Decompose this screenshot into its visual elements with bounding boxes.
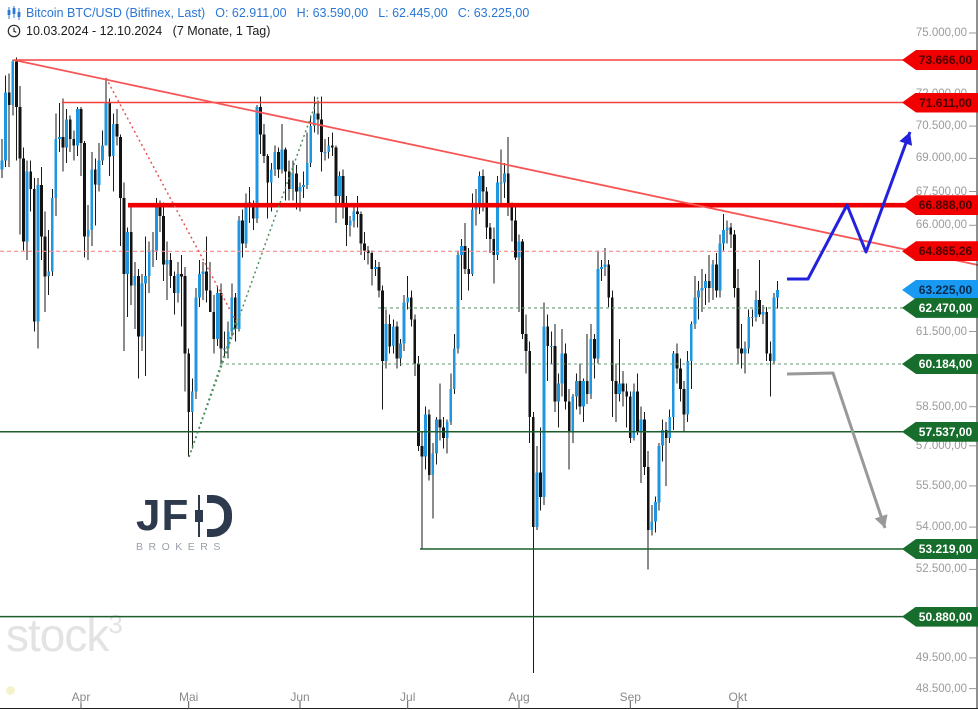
y-axis-tick: 55.500,00: [915, 479, 967, 492]
y-axis-tick: 57.000,00: [915, 439, 967, 452]
chart-header: Bitcoin BTC/USD (Bitfinex, Last) O: 62.91…: [6, 4, 529, 40]
y-axis-tick: 58.500,00: [915, 400, 967, 413]
symbol-title: Bitcoin BTC/USD (Bitfinex, Last): [26, 6, 206, 20]
y-axis-tick: 52.500,00: [915, 563, 967, 576]
close-label: C:: [457, 6, 471, 20]
x-axis-month-label: Okt: [728, 690, 748, 704]
duration: (7 Monate, 1 Tag): [172, 24, 271, 38]
x-axis-month-label: Sep: [619, 690, 641, 704]
level-lines[interactable]: [0, 59, 906, 618]
y-axis-tick: 66.000,00: [915, 219, 967, 232]
y-axis-tick: 49.500,00: [915, 651, 967, 664]
close-value: 63.225,00: [473, 6, 530, 20]
symbol-line: Bitcoin BTC/USD (Bitfinex, Last) O: 62.91…: [6, 4, 529, 22]
candles-layer[interactable]: [0, 57, 779, 674]
date-range: 10.03.2024 - 12.10.2024: [26, 24, 163, 38]
jfd-logo-d: [207, 495, 233, 537]
price-tag-6018400[interactable]: 60.184,00: [902, 354, 978, 374]
open-value: 62.911,00: [231, 6, 287, 20]
x-axis-month-label: Jun: [290, 690, 310, 704]
x-axis-month-label: Mai: [179, 690, 199, 704]
high-value: 63.590,00: [312, 6, 369, 20]
high-label: H:: [296, 6, 310, 20]
decoration-dot: [6, 686, 15, 695]
price-tag-5088000[interactable]: 50.880,00: [902, 606, 978, 627]
jfd-brokers-label: BROKERS: [136, 541, 226, 553]
jfd-candle-icon: [193, 495, 205, 537]
y-axis-tick: 67.500,00: [915, 185, 967, 198]
date-range-line: 10.03.2024 - 12.10.2024 (7 Monate, 1 Tag…: [6, 22, 529, 40]
x-axis-month-label: Aug: [508, 690, 530, 704]
y-axis-tick: 70.500,00: [915, 120, 967, 133]
y-axis-tick: 61.500,00: [915, 325, 967, 338]
y-axis-tick: 54.000,00: [915, 521, 967, 534]
price-tag-6688800[interactable]: 66.888,00: [902, 195, 978, 216]
projection-arrows[interactable]: [786, 131, 913, 529]
price-tag-6486526[interactable]: 64.865,26: [902, 241, 978, 262]
open-label: O:: [215, 6, 229, 20]
low-value: 62.445,00: [392, 6, 448, 20]
jfd-logo-text: JF: [136, 491, 190, 540]
price-tag-7161100[interactable]: 71.611,00: [902, 92, 978, 113]
y-axis-tick: 75.000,00: [915, 27, 967, 39]
price-tag-6247000[interactable]: 62.470,00: [902, 297, 978, 318]
price-tag-5753700[interactable]: 57.537,00: [902, 421, 978, 442]
jfd-brokers-watermark: JF BROKERS: [136, 491, 233, 553]
x-axis-month-label: Apr: [71, 690, 91, 704]
x-axis-month-label: Jul: [400, 690, 416, 704]
y-axis-tick: 69.000,00: [915, 152, 967, 165]
trendlines[interactable]: [13, 59, 978, 458]
y-axis-tick: 48.500,00: [915, 682, 967, 695]
price-tag-7366600[interactable]: 73.666,00: [902, 50, 978, 70]
candlestick-icon: [7, 6, 21, 20]
low-label: L:: [378, 6, 389, 20]
price-tag-6322500[interactable]: 63.225,00: [902, 279, 978, 300]
clock-icon: [7, 24, 21, 38]
stock3-watermark: stock3: [6, 609, 123, 661]
price-tag-5321900[interactable]: 53.219,00: [902, 539, 978, 559]
